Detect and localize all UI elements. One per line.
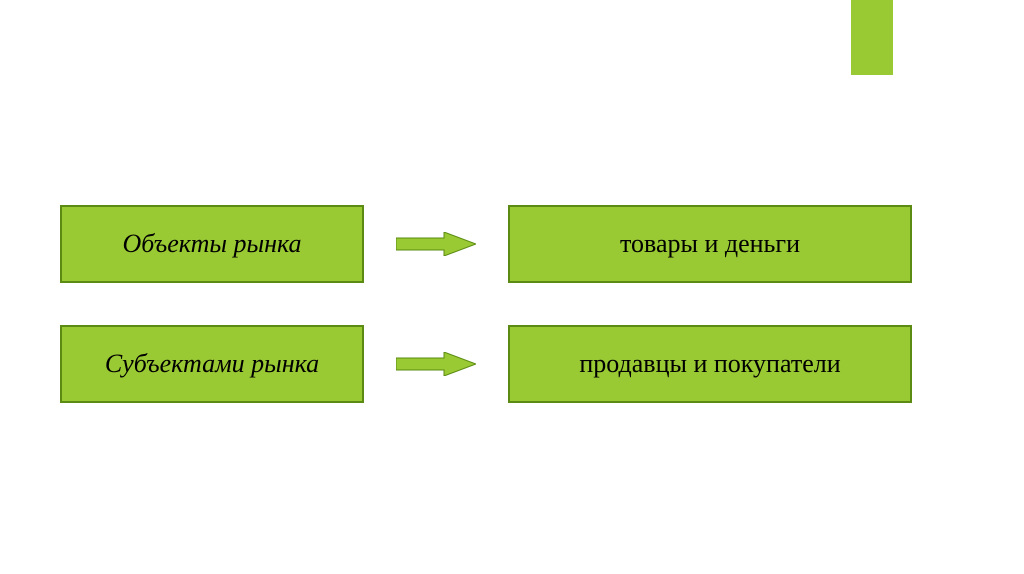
right-box-1: продавцы и покупатели [508,325,912,403]
corner-decoration [851,0,893,75]
left-box-0: Объекты рынка [60,205,364,283]
right-box-0: товары и деньги [508,205,912,283]
left-box-1-label: Субъектами рынка [105,349,319,379]
right-box-0-label: товары и деньги [620,229,800,259]
arrow-0 [396,232,476,256]
left-box-0-label: Объекты рынка [123,229,302,259]
arrow-1 [396,352,476,376]
right-box-1-label: продавцы и покупатели [579,349,840,379]
left-box-1: Субъектами рынка [60,325,364,403]
